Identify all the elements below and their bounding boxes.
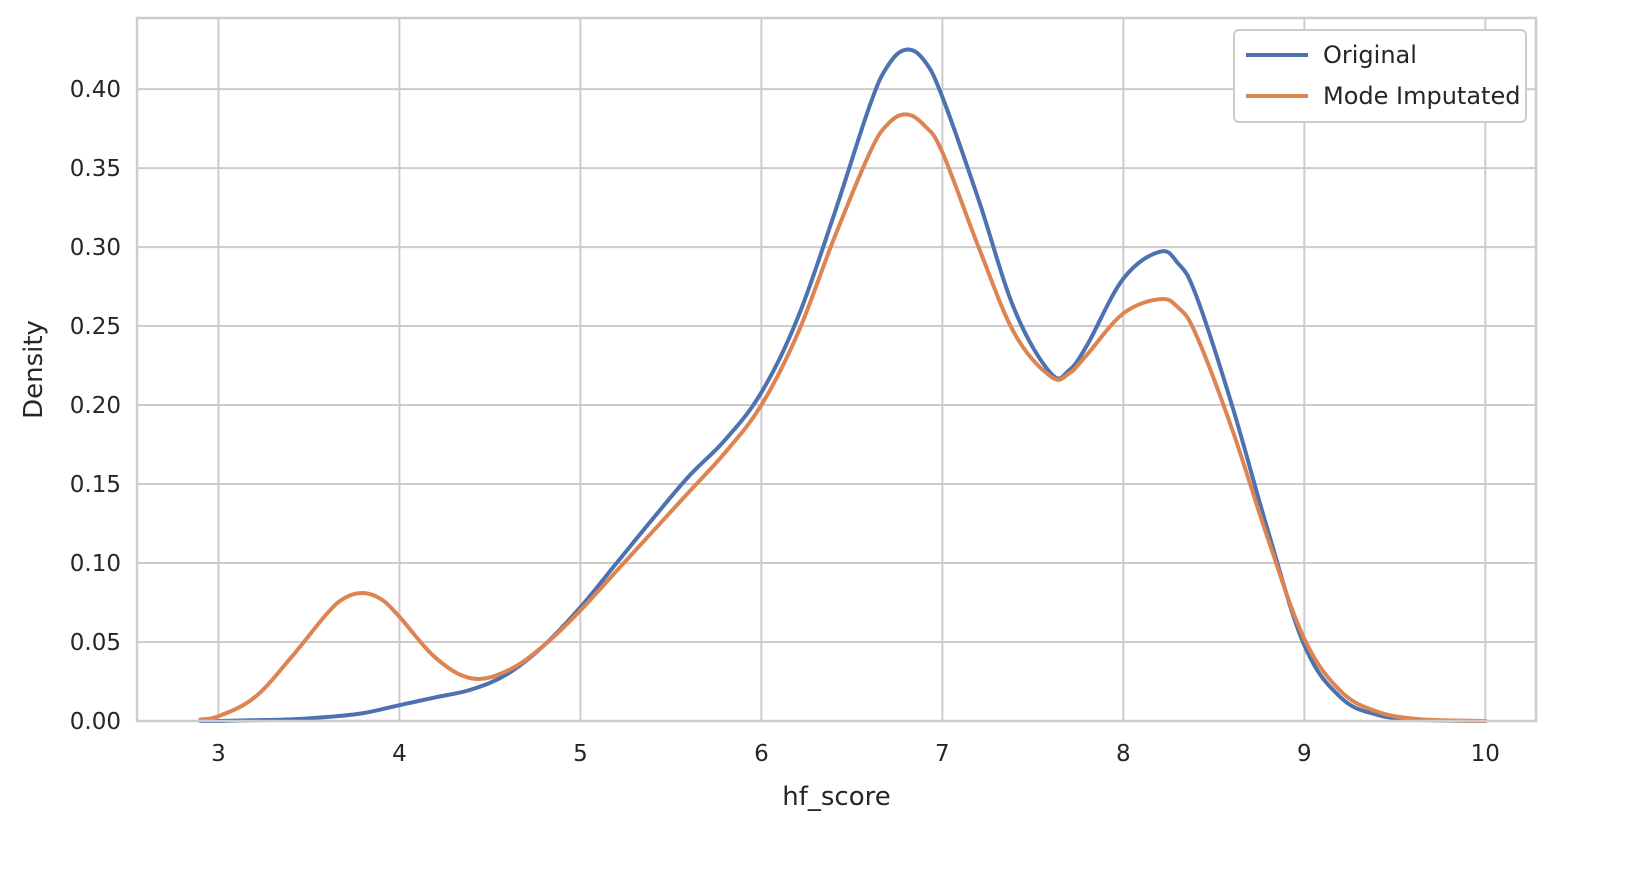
y-tick-label: 0.30	[70, 235, 121, 261]
y-tick-label: 0.15	[70, 472, 121, 498]
series-line-mode-imputated	[198, 112, 1488, 723]
y-axis-ticks: 0.00 0.05 0.10 0.15 0.20 0.25 0.30 0.35 0.40	[70, 77, 121, 735]
y-tick-label: 0.35	[70, 156, 121, 182]
x-tick-label: 4	[392, 741, 407, 767]
grid	[137, 18, 1536, 722]
y-tick-label: 0.10	[70, 551, 121, 577]
x-tick-label: 7	[935, 741, 950, 767]
y-tick-label: 0.00	[70, 709, 121, 735]
y-tick-label: 0.40	[70, 77, 121, 103]
x-tick-label: 8	[1116, 741, 1131, 767]
legend-label-mode-imputated: Mode Imputated	[1323, 82, 1520, 110]
legend: Original Mode Imputated	[1233, 29, 1527, 123]
x-axis-label: hf_score	[782, 782, 891, 812]
series-line-original	[198, 47, 1488, 724]
x-tick-label: 10	[1471, 741, 1500, 767]
series-lines	[198, 47, 1488, 724]
x-tick-label: 6	[754, 741, 769, 767]
y-tick-label: 0.05	[70, 630, 121, 656]
plot-frame	[135, 16, 1538, 723]
x-tick-label: 3	[211, 741, 226, 767]
y-tick-label: 0.20	[70, 393, 121, 419]
x-tick-label: 9	[1297, 741, 1312, 767]
legend-label-original: Original	[1323, 41, 1417, 69]
x-axis-ticks: 3 4 5 6 7 8 9 10	[211, 741, 1500, 767]
y-tick-label: 0.25	[70, 314, 121, 340]
x-tick-label: 5	[573, 741, 588, 767]
y-axis-label: Density	[19, 320, 49, 419]
